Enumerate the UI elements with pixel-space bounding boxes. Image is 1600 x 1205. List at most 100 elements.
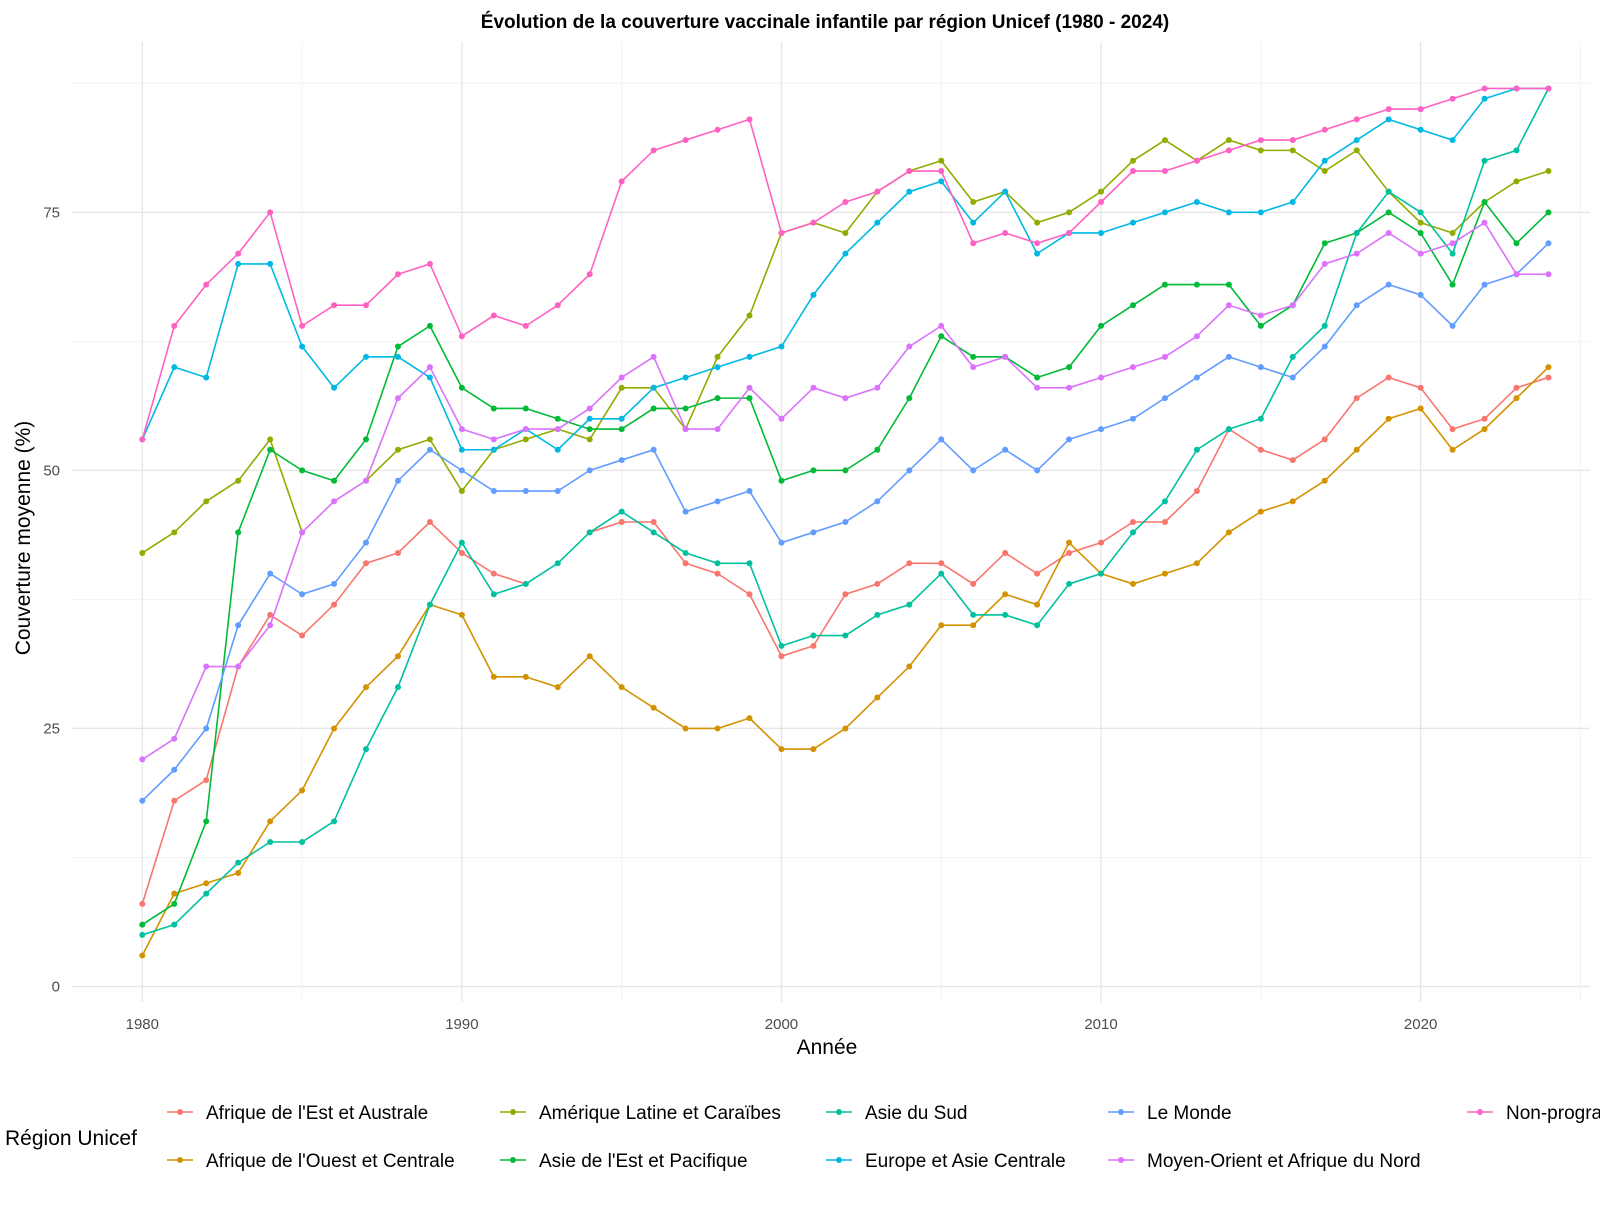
data-point — [618, 415, 625, 422]
legend-label-le-monde: Le Monde — [1147, 1103, 1232, 1124]
data-point — [171, 364, 178, 371]
data-point — [714, 126, 721, 133]
data-point — [650, 384, 657, 391]
data-point — [682, 426, 689, 433]
data-point — [714, 364, 721, 371]
data-point — [586, 653, 593, 660]
data-point — [490, 673, 497, 680]
y-tick-label: 0 — [52, 979, 60, 996]
legend-key-point — [177, 1157, 183, 1163]
data-point — [1225, 426, 1232, 433]
data-point — [299, 467, 306, 474]
data-point — [1545, 271, 1552, 278]
data-point — [1066, 229, 1073, 236]
data-point — [746, 353, 753, 360]
data-point — [970, 622, 977, 629]
data-point — [906, 467, 913, 474]
data-point — [139, 797, 146, 804]
data-point — [267, 570, 274, 577]
data-point — [714, 426, 721, 433]
data-point — [394, 343, 401, 350]
series-layer — [139, 85, 1552, 959]
data-point — [1130, 219, 1137, 226]
legend-label-afrique-ouest-centrale: Afrique de l'Ouest et Centrale — [206, 1151, 455, 1172]
data-point — [171, 735, 178, 742]
data-point — [171, 900, 178, 907]
data-point — [970, 199, 977, 205]
data-point — [299, 591, 306, 598]
data-point — [1385, 106, 1392, 113]
data-point — [1193, 488, 1200, 495]
data-point — [778, 477, 785, 484]
data-point — [522, 580, 529, 587]
data-point — [299, 343, 306, 350]
data-point — [139, 549, 146, 556]
data-point — [874, 188, 881, 195]
data-point — [171, 766, 178, 773]
data-point — [1449, 250, 1456, 257]
data-point — [458, 426, 465, 433]
data-point — [1034, 219, 1041, 226]
data-point — [139, 900, 146, 907]
data-point — [970, 219, 977, 226]
data-point — [331, 725, 338, 732]
data-point — [618, 457, 625, 464]
data-point — [1161, 570, 1168, 577]
data-point — [810, 384, 817, 391]
data-point — [235, 260, 242, 267]
data-point — [490, 570, 497, 577]
x-tick-label: 2020 — [1404, 1016, 1437, 1033]
data-point — [1385, 281, 1392, 288]
data-point — [426, 519, 433, 525]
data-point — [714, 560, 721, 567]
data-point — [938, 322, 945, 329]
data-point — [746, 560, 753, 567]
data-point — [394, 271, 401, 278]
data-point — [1353, 250, 1360, 257]
data-point — [842, 591, 849, 598]
data-point — [746, 591, 753, 598]
data-point — [810, 467, 817, 474]
data-point — [810, 642, 817, 649]
data-point — [778, 229, 785, 236]
data-point — [458, 446, 465, 453]
data-point — [235, 663, 242, 670]
data-point — [1225, 137, 1232, 144]
data-point — [1385, 229, 1392, 236]
data-point — [394, 549, 401, 556]
data-point — [267, 446, 274, 453]
data-point — [586, 529, 593, 536]
data-point — [1066, 209, 1073, 216]
data-point — [363, 436, 370, 443]
data-point — [458, 384, 465, 391]
data-point — [1289, 457, 1296, 464]
axes: 1980 1990 2000 2010 2020 0 25 50 75 — [43, 204, 1437, 1033]
data-point — [810, 219, 817, 226]
data-point — [490, 436, 497, 443]
legend-label-moyen-orient-afrique-nord: Moyen-Orient et Afrique du Nord — [1147, 1151, 1421, 1172]
y-axis-title: Couverture moyenne (%) — [12, 421, 35, 656]
data-point — [650, 529, 657, 536]
data-point — [426, 374, 433, 381]
data-point — [458, 539, 465, 546]
legend-keys — [167, 1109, 1493, 1163]
data-point — [1385, 188, 1392, 195]
data-point — [426, 601, 433, 608]
data-point — [171, 921, 178, 928]
y-tick-label: 25 — [43, 720, 60, 737]
data-point — [299, 322, 306, 329]
data-point — [618, 508, 625, 515]
data-point — [203, 777, 210, 784]
data-point — [746, 116, 753, 123]
data-point — [394, 353, 401, 360]
data-point — [682, 508, 689, 515]
data-point — [1481, 95, 1488, 102]
data-point — [1034, 601, 1041, 608]
data-point — [586, 415, 593, 422]
data-point — [842, 229, 849, 236]
data-point — [1257, 147, 1264, 154]
data-point — [682, 560, 689, 567]
data-point — [1513, 384, 1520, 391]
legend-label-europe-asie-centrale: Europe et Asie Centrale — [865, 1151, 1066, 1172]
data-point — [235, 859, 242, 866]
